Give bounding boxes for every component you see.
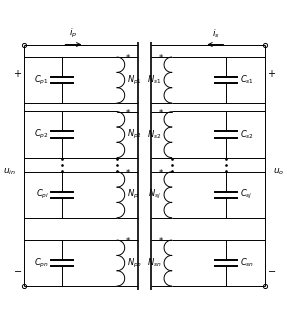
Text: $N_{sn}$: $N_{sn}$	[147, 257, 161, 269]
Text: $C_{s1}$: $C_{s1}$	[240, 74, 254, 86]
Text: *: *	[126, 237, 130, 246]
Text: *: *	[126, 54, 130, 63]
Text: $C_{sn}$: $C_{sn}$	[240, 257, 254, 269]
Text: $N_{p2}$: $N_{p2}$	[127, 128, 143, 141]
Text: *: *	[158, 109, 163, 118]
Text: $C_{pi}$: $C_{pi}$	[36, 188, 49, 201]
Text: *: *	[158, 237, 163, 246]
Text: $i_s$: $i_s$	[212, 27, 219, 40]
Text: $C_{s2}$: $C_{s2}$	[240, 128, 254, 141]
Text: $u_{in}$: $u_{in}$	[3, 166, 16, 177]
Text: $C_{p2}$: $C_{p2}$	[34, 128, 49, 141]
Text: $C_{sj}$: $C_{sj}$	[240, 188, 253, 201]
Text: $u_o$: $u_o$	[273, 166, 284, 177]
Text: $+$: $+$	[267, 68, 276, 79]
Text: *: *	[158, 169, 163, 178]
Text: $N_{sj}$: $N_{sj}$	[148, 188, 161, 201]
Text: $-$: $-$	[267, 265, 276, 275]
Text: *: *	[158, 54, 163, 63]
Text: $N_{s1}$: $N_{s1}$	[147, 74, 161, 86]
Text: $+$: $+$	[13, 68, 22, 79]
Text: $C_{p1}$: $C_{p1}$	[34, 74, 49, 87]
Text: $-$: $-$	[13, 265, 22, 275]
Text: $N_{pn}$: $N_{pn}$	[127, 257, 143, 270]
Text: $N_{p1}$: $N_{p1}$	[127, 74, 143, 87]
Text: $i_p$: $i_p$	[69, 27, 77, 40]
Text: $N_{pi}$: $N_{pi}$	[127, 188, 141, 201]
Text: $N_{s2}$: $N_{s2}$	[147, 128, 161, 141]
Text: $C_{pn}$: $C_{pn}$	[34, 257, 49, 270]
Text: *: *	[126, 109, 130, 118]
Text: *: *	[126, 169, 130, 178]
